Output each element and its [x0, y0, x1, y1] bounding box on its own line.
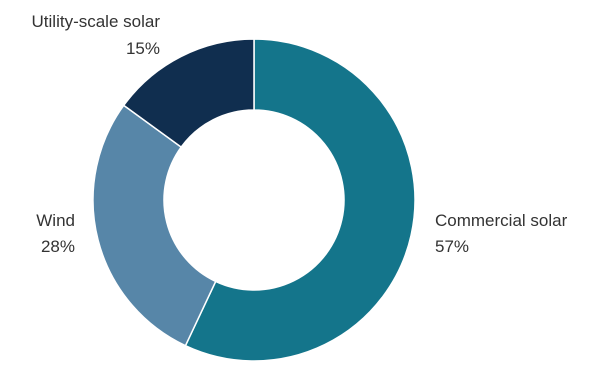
label-commercial-solar-value: 57%: [435, 237, 469, 256]
label-wind: Wind 28%: [36, 211, 75, 256]
slice-wind: [92, 104, 217, 347]
label-commercial-solar: Commercial solar 57%: [435, 211, 568, 256]
slice-commercial-solar: [184, 38, 416, 362]
label-commercial-solar-name: Commercial solar: [435, 211, 568, 230]
label-wind-name: Wind: [36, 211, 75, 230]
label-utility-scale-solar-name: Utility-scale solar: [32, 12, 161, 31]
label-wind-value: 28%: [41, 237, 75, 256]
slice-utility-scale-solar: [122, 38, 255, 149]
label-utility-scale-solar-value: 15%: [126, 39, 160, 58]
donut-slices: [92, 38, 416, 362]
label-utility-scale-solar: Utility-scale solar 15%: [32, 12, 161, 58]
